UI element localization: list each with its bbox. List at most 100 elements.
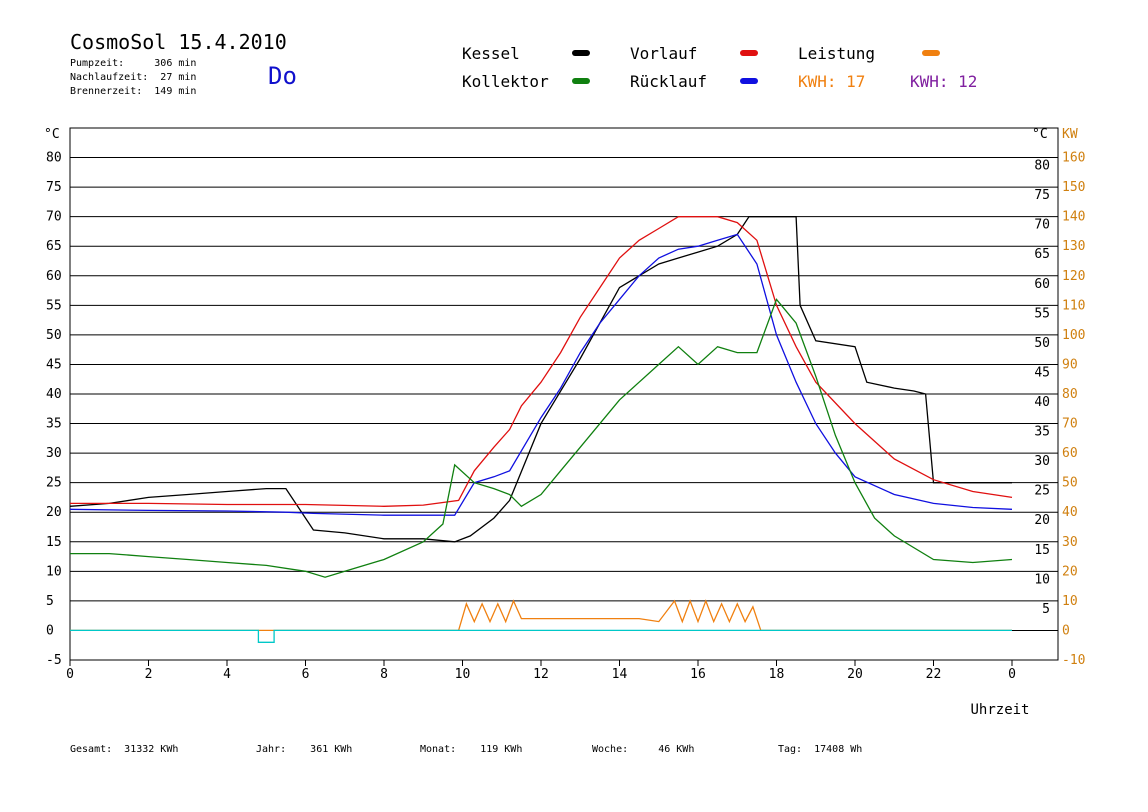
kwh-leistung: KWH: 17 — [798, 72, 865, 91]
y-tick-right-temp: 50 — [1034, 336, 1050, 351]
y-tick-right-power: 50 — [1062, 476, 1078, 491]
x-tick-label: 10 — [455, 667, 471, 682]
y-axis-label-left: °C — [44, 127, 60, 142]
y-tick-right-power: 150 — [1062, 180, 1085, 195]
kwh-leistung-value: 17 — [846, 72, 866, 91]
y-tick-right-temp: 25 — [1034, 484, 1050, 499]
y-tick-right-temp: 70 — [1034, 218, 1050, 233]
y-tick-left: 80 — [46, 151, 62, 166]
legend-vorlauf-label: Vorlauf — [630, 44, 698, 63]
y-tick-left: 75 — [46, 180, 62, 195]
x-tick-label: 22 — [926, 667, 942, 682]
footer-jahr: Jahr: 361 KWh — [256, 744, 353, 755]
legend-ruecklauf-swatch — [740, 78, 758, 84]
y-tick-right-temp: 40 — [1034, 395, 1050, 410]
y-tick-right-temp: 15 — [1034, 543, 1050, 558]
y-tick-right-temp: 35 — [1034, 425, 1050, 440]
series-line-leistung — [70, 599, 1012, 632]
y-tick-right-power: 120 — [1062, 269, 1085, 284]
y-tick-left: 35 — [46, 417, 62, 432]
y-tick-right-power: 160 — [1062, 151, 1085, 166]
legend-kessel-swatch — [572, 50, 590, 56]
x-tick-label: 4 — [223, 667, 231, 682]
footer-woche: Woche: 46 KWh — [592, 744, 695, 755]
chart-title: CosmoSol 15.4.2010 — [70, 30, 287, 54]
y-tick-right-temp: 30 — [1034, 454, 1050, 469]
y-tick-left: 55 — [46, 298, 62, 313]
y-tick-right-temp: 5 — [1042, 602, 1050, 617]
y-tick-right-power: 10 — [1062, 594, 1078, 609]
x-tick-label: 0 — [66, 667, 74, 682]
y-tick-left: 20 — [46, 505, 62, 520]
series-line-rücklauf — [69, 233, 1013, 516]
stat-nachlaufzeit: Nachlaufzeit: 27 min — [70, 72, 197, 83]
legend-kessel-label: Kessel — [462, 44, 520, 63]
y-tick-right-power: 40 — [1062, 505, 1078, 520]
y-tick-left: 0 — [46, 623, 54, 638]
legend-leistung-label: Leistung — [798, 44, 876, 63]
y-tick-right-temp: 60 — [1034, 277, 1050, 292]
y-tick-right-power: 80 — [1062, 387, 1078, 402]
weekday-label: Do — [268, 62, 297, 90]
y-tick-right-power: 110 — [1062, 298, 1085, 313]
legend-leistung-swatch — [922, 50, 940, 56]
kwh-leistung-label: KWH: — [798, 72, 837, 91]
y-tick-right-power: 100 — [1062, 328, 1085, 343]
y-tick-right-power: 0 — [1062, 623, 1070, 638]
y-tick-left: 65 — [46, 239, 62, 254]
y-tick-left: 25 — [46, 476, 62, 491]
legend-kollektor-swatch — [572, 78, 590, 84]
x-axis-label: Uhrzeit — [970, 702, 1029, 718]
y-tick-left: 45 — [46, 357, 62, 372]
y-tick-right-temp: 55 — [1034, 306, 1050, 321]
legend-ruecklauf-label: Rücklauf — [630, 72, 708, 91]
y-tick-right-power: 30 — [1062, 535, 1078, 550]
series-line-kessel — [69, 216, 1012, 543]
y-tick-right-power: -10 — [1062, 653, 1085, 668]
y-tick-right-temp: 10 — [1034, 572, 1050, 587]
y-axis-label-right: °C — [1032, 127, 1048, 142]
y-tick-left: 70 — [46, 210, 62, 225]
y-tick-left: -5 — [46, 653, 62, 668]
y-tick-right-temp: 45 — [1034, 365, 1050, 380]
x-tick-label: 18 — [769, 667, 785, 682]
y-tick-left: 50 — [46, 328, 62, 343]
legend-vorlauf-swatch — [740, 50, 758, 56]
y-tick-left: 30 — [46, 446, 62, 461]
y-tick-right-temp: 65 — [1034, 247, 1050, 262]
footer-monat: Monat: 119 KWh — [420, 744, 523, 755]
x-tick-label: 6 — [302, 667, 310, 682]
y-tick-left: 15 — [46, 535, 62, 550]
legend-kollektor-label: Kollektor — [462, 72, 549, 91]
y-tick-left: 60 — [46, 269, 62, 284]
x-tick-label: 20 — [847, 667, 863, 682]
y-tick-right-power: 70 — [1062, 417, 1078, 432]
y-tick-left: 5 — [46, 594, 54, 609]
y-axis-label-power: KW — [1062, 127, 1078, 142]
kwh-solar-label: KWH: — [910, 72, 949, 91]
series-line-pumpe — [70, 629, 1012, 643]
x-tick-label: 0 — [1008, 667, 1016, 682]
y-tick-left: 10 — [46, 564, 62, 579]
footer-tag: Tag: 17408 Wh — [778, 744, 863, 755]
series-line-kollektor — [70, 298, 1013, 578]
x-tick-label: 16 — [690, 667, 706, 682]
y-tick-right-temp: 20 — [1034, 513, 1050, 528]
x-tick-label: 2 — [145, 667, 153, 682]
stat-brennerzeit: Brennerzeit: 149 min — [70, 86, 197, 97]
stat-pumpzeit: Pumpzeit: 306 min — [70, 58, 197, 69]
y-tick-right-temp: 75 — [1034, 188, 1050, 203]
y-tick-right-power: 130 — [1062, 239, 1085, 254]
footer-gesamt: Gesamt: 31332 KWh — [70, 744, 179, 755]
kwh-solar: KWH: 12 — [910, 72, 977, 91]
y-tick-left: 40 — [46, 387, 62, 402]
y-tick-right-power: 60 — [1062, 446, 1078, 461]
series-line-vorlauf — [70, 216, 1013, 507]
x-tick-label: 8 — [380, 667, 388, 682]
x-tick-label: 12 — [533, 667, 549, 682]
y-tick-right-power: 20 — [1062, 564, 1078, 579]
x-tick-label: 14 — [612, 667, 628, 682]
y-tick-right-power: 90 — [1062, 357, 1078, 372]
y-tick-right-power: 140 — [1062, 210, 1085, 225]
